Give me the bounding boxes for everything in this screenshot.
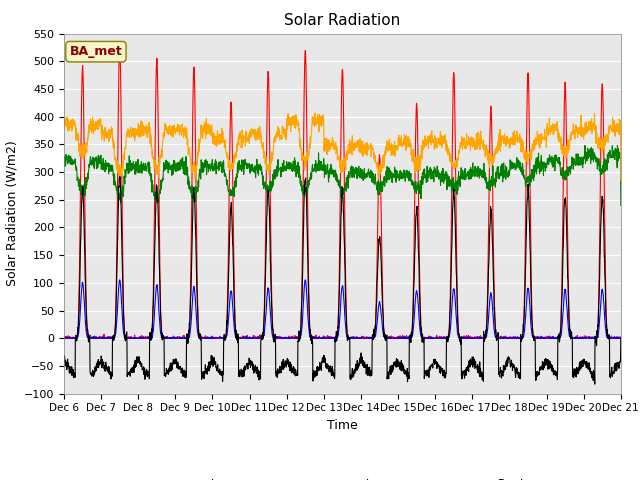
Legend: SW_in, SW_out, LW_in, LW_out, Rnet: SW_in, SW_out, LW_in, LW_out, Rnet [154,473,531,480]
SW_in [60,336,68,341]
SW_out [216,335,223,341]
Rnet [617,336,625,341]
LW_in [614,143,621,148]
SW_in [617,336,625,341]
SW_in [371,332,379,337]
Rnet [568,334,575,339]
LW_out [568,132,575,138]
LW_in [216,159,223,165]
SW_in [216,335,223,340]
Y-axis label: Solar Radiation (W/m2): Solar Radiation (W/m2) [5,141,19,287]
SW_out [371,334,379,340]
Line: Rnet: Rnet [64,176,621,384]
Rnet [216,366,223,372]
LW_out [584,128,591,134]
Rnet [591,381,598,387]
SW_in [568,335,575,340]
SW_out [359,336,367,341]
Line: LW_in: LW_in [64,145,621,205]
SW_in [116,43,124,49]
X-axis label: Time: Time [327,419,358,432]
SW_out [568,336,576,341]
Line: SW_in: SW_in [64,46,621,338]
Rnet [116,173,124,179]
LW_in [504,173,512,179]
LW_in [60,163,68,168]
SW_out [60,335,68,341]
Line: SW_out: SW_out [64,280,621,338]
SW_in [359,336,367,341]
Line: LW_out: LW_out [64,113,621,180]
SW_out [116,277,124,283]
LW_out [311,110,319,116]
Title: Solar Radiation: Solar Radiation [284,13,401,28]
LW_out [617,178,625,183]
LW_in [358,174,366,180]
LW_out [371,157,379,163]
Rnet [371,333,379,338]
SW_out [584,335,591,341]
LW_in [371,181,378,187]
Rnet [504,354,512,360]
LW_out [60,124,68,130]
SW_in [584,336,591,341]
Text: BA_met: BA_met [70,45,122,58]
Rnet [359,360,367,366]
Rnet [584,362,591,368]
SW_in [504,335,512,341]
Rnet [60,359,68,364]
LW_in [583,157,591,163]
SW_out [505,336,513,341]
LW_in [568,163,575,168]
LW_out [359,138,367,144]
SW_out [617,336,625,341]
LW_out [504,141,512,147]
LW_out [216,142,223,147]
SW_out [60,336,68,341]
LW_in [617,203,625,208]
